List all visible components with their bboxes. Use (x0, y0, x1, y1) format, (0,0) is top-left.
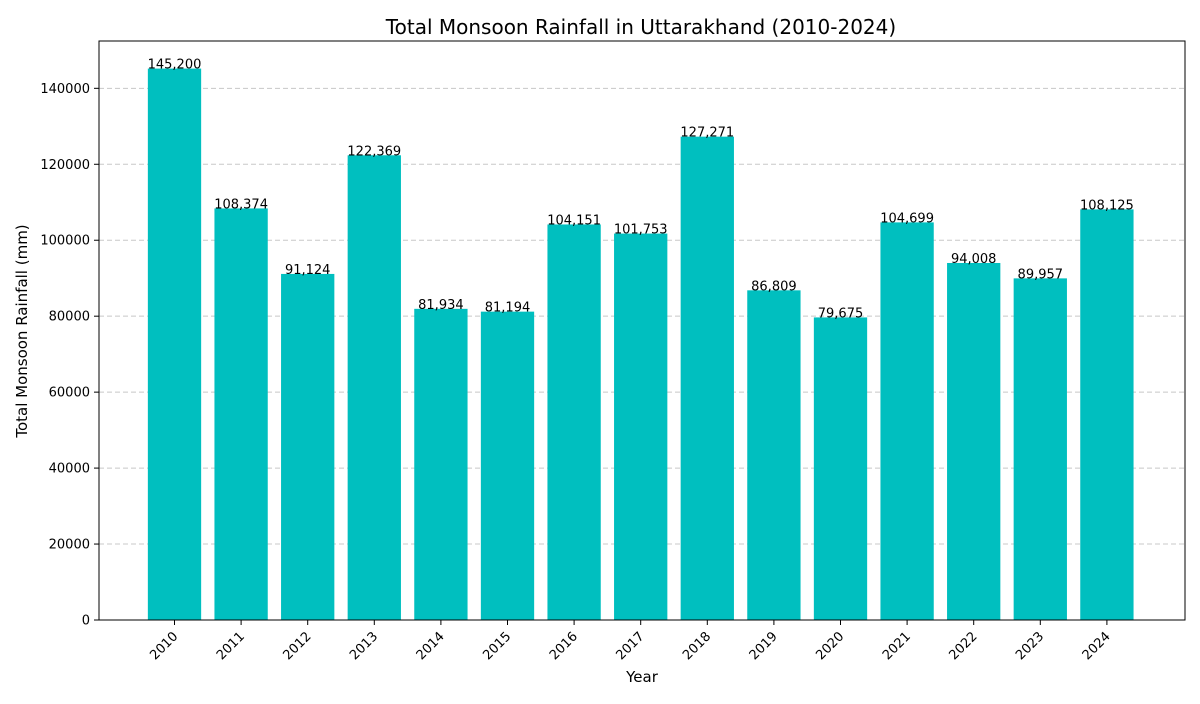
bar (947, 262, 1001, 620)
bar (347, 155, 401, 621)
bar-value-label: 104,151 (547, 213, 601, 228)
x-tick-label: 2022 (947, 629, 981, 663)
bar (147, 68, 202, 621)
bar-value-label: 122,369 (347, 144, 401, 159)
x-axis-label: Year (625, 668, 659, 686)
bar (1080, 209, 1134, 620)
bar-value-label: 108,125 (1080, 198, 1134, 213)
x-tick-label: 2011 (214, 629, 248, 663)
bar (281, 273, 335, 620)
bar-value-label: 145,200 (148, 58, 202, 73)
bar (1013, 278, 1067, 620)
bar (747, 290, 801, 620)
bar-value-label: 89,957 (1018, 267, 1064, 282)
x-tick-label: 2024 (1080, 629, 1114, 663)
bar-value-label: 127,271 (680, 126, 734, 141)
x-tick-label: 2015 (480, 629, 514, 663)
bar (614, 233, 668, 620)
bar-value-label: 94,008 (951, 252, 997, 267)
bar (547, 224, 601, 620)
bar (480, 311, 535, 620)
data-labels: 145,200 108,374 91,124 122,369 81,934 81,194 1… (148, 58, 1134, 322)
x-tick-label: 2012 (281, 629, 315, 663)
y-axis-label: Total Monsoon Rainfall (mm) (13, 224, 31, 438)
bar-value-label: 81,194 (485, 301, 531, 316)
x-tick-label: 2017 (614, 629, 648, 663)
y-tick-label: 0 (82, 614, 90, 629)
y-tick-label: 120000 (40, 158, 90, 173)
x-tick-label: 2010 (147, 629, 181, 663)
bars (147, 68, 1134, 621)
x-tick-label: 2021 (880, 629, 914, 663)
bar-value-label: 104,699 (880, 211, 934, 226)
bar-value-label: 91,124 (285, 263, 331, 278)
bar-value-label: 108,374 (214, 197, 268, 212)
x-tick-label: 2014 (414, 629, 448, 663)
y-tick-label: 40000 (49, 462, 90, 477)
x-tick-label: 2023 (1013, 629, 1047, 663)
y-tick-label: 20000 (49, 538, 90, 553)
x-axis-ticks: 2010 2011 2012 2013 2014 2015 2016 2017 2018 2019… (147, 620, 1114, 663)
y-tick-label: 140000 (40, 82, 90, 97)
x-tick-label: 2020 (813, 629, 847, 663)
x-tick-label: 2016 (547, 629, 581, 663)
plot-frame (98, 40, 1186, 621)
y-tick-label: 100000 (40, 234, 90, 249)
bar (680, 136, 734, 620)
bar-value-label: 101,753 (614, 223, 668, 238)
bar (813, 317, 868, 620)
grid-lines (99, 87, 1185, 545)
y-axis-ticks: 0 20000 40000 60000 80000 100000 120000 140000 (40, 82, 99, 629)
bar (214, 208, 268, 620)
x-tick-label: 2019 (747, 629, 781, 663)
y-tick-label: 60000 (49, 386, 90, 401)
bar-value-label: 86,809 (751, 279, 797, 294)
bar-value-label: 81,934 (418, 298, 464, 313)
bar-value-label: 79,675 (818, 306, 864, 321)
bar (880, 222, 934, 620)
x-tick-label: 2018 (680, 629, 714, 663)
bar (414, 308, 468, 620)
y-tick-label: 80000 (49, 310, 90, 325)
chart-title: Total Monsoon Rainfall in Uttarakhand (2… (385, 15, 896, 39)
x-tick-label: 2013 (347, 629, 381, 663)
